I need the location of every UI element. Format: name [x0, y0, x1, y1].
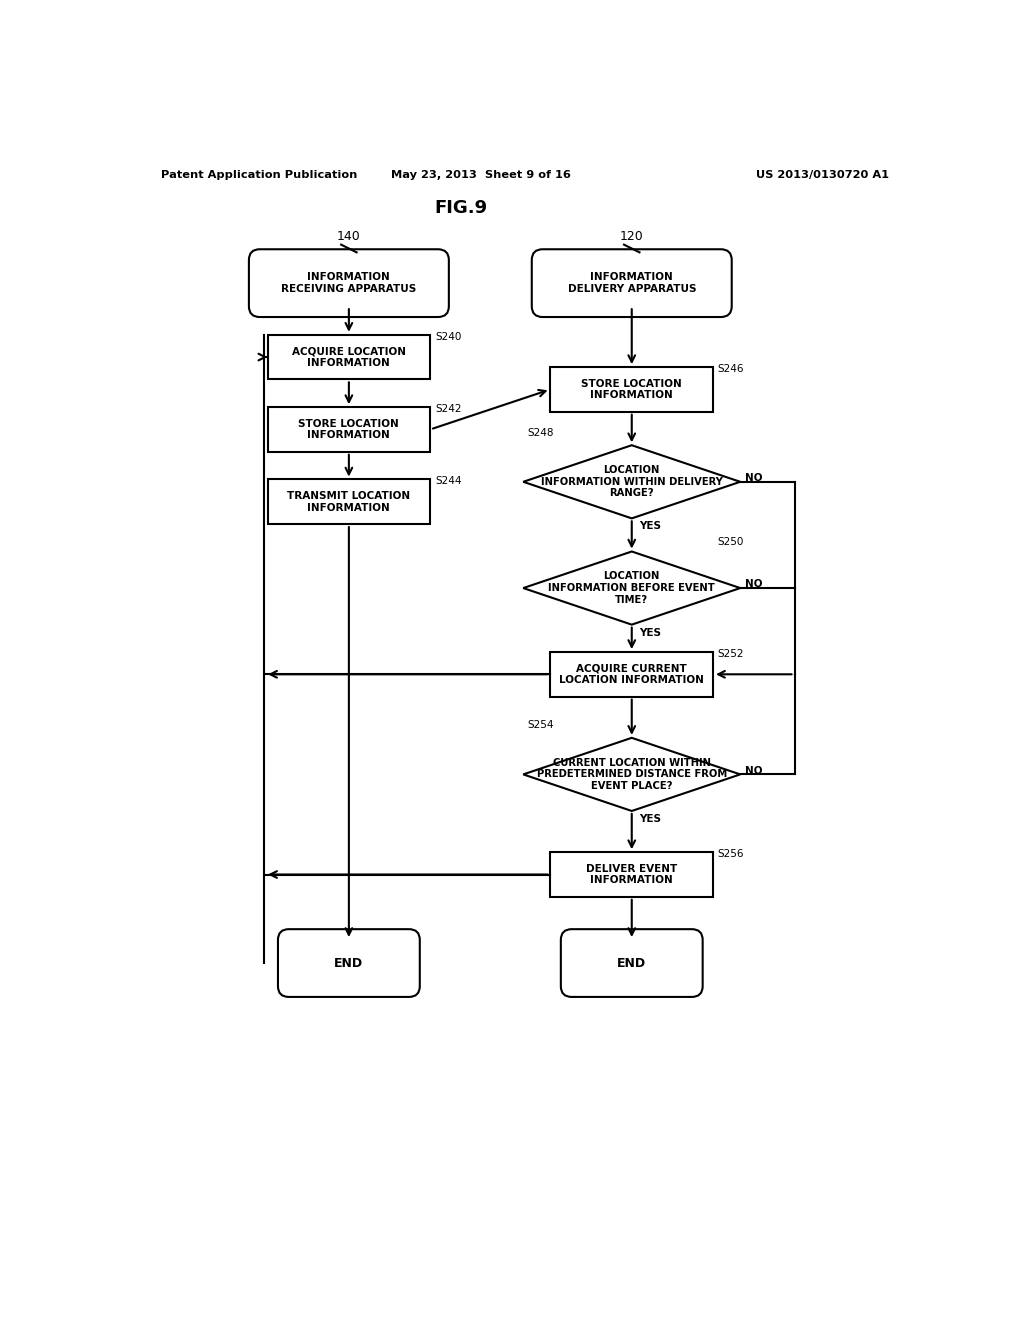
Text: NO: NO	[744, 473, 763, 483]
Text: YES: YES	[640, 814, 662, 824]
Bar	[550, 853, 713, 896]
Text: ACQUIRE LOCATION
INFORMATION: ACQUIRE LOCATION INFORMATION	[292, 346, 406, 368]
FancyBboxPatch shape	[278, 929, 420, 997]
Text: CURRENT LOCATION WITHIN
PREDETERMINED DISTANCE FROM
EVENT PLACE?: CURRENT LOCATION WITHIN PREDETERMINED DI…	[537, 758, 727, 791]
Text: YES: YES	[640, 521, 662, 532]
Text: NO: NO	[744, 766, 763, 776]
FancyBboxPatch shape	[249, 249, 449, 317]
Text: S248: S248	[527, 428, 554, 437]
Bar	[550, 367, 713, 412]
Text: DELIVER EVENT
INFORMATION: DELIVER EVENT INFORMATION	[586, 863, 677, 886]
Text: S252: S252	[718, 649, 744, 659]
Bar	[267, 479, 430, 524]
Text: 120: 120	[620, 230, 644, 243]
Polygon shape	[523, 445, 740, 519]
Text: S240: S240	[435, 331, 461, 342]
Text: S250: S250	[718, 537, 744, 546]
Text: Patent Application Publication: Patent Application Publication	[161, 170, 357, 180]
Text: 140: 140	[337, 230, 360, 243]
Polygon shape	[523, 552, 740, 624]
Text: S256: S256	[718, 849, 744, 859]
Bar	[550, 652, 713, 697]
Text: S246: S246	[718, 364, 744, 374]
Text: ACQUIRE CURRENT
LOCATION INFORMATION: ACQUIRE CURRENT LOCATION INFORMATION	[559, 664, 705, 685]
Text: S254: S254	[527, 721, 554, 730]
Text: END: END	[334, 957, 364, 970]
FancyBboxPatch shape	[531, 249, 732, 317]
Text: S244: S244	[435, 477, 462, 486]
Text: YES: YES	[640, 628, 662, 638]
Text: LOCATION
INFORMATION BEFORE EVENT
TIME?: LOCATION INFORMATION BEFORE EVENT TIME?	[549, 572, 715, 605]
Text: NO: NO	[744, 579, 763, 589]
Text: US 2013/0130720 A1: US 2013/0130720 A1	[756, 170, 889, 180]
Text: TRANSMIT LOCATION
INFORMATION: TRANSMIT LOCATION INFORMATION	[288, 491, 411, 512]
Text: INFORMATION
RECEIVING APPARATUS: INFORMATION RECEIVING APPARATUS	[282, 272, 417, 294]
Text: INFORMATION
DELIVERY APPARATUS: INFORMATION DELIVERY APPARATUS	[567, 272, 696, 294]
Text: STORE LOCATION
INFORMATION: STORE LOCATION INFORMATION	[582, 379, 682, 400]
Text: END: END	[617, 957, 646, 970]
Bar	[267, 335, 430, 379]
Text: STORE LOCATION
INFORMATION: STORE LOCATION INFORMATION	[299, 418, 399, 441]
Bar	[267, 407, 430, 451]
Text: May 23, 2013  Sheet 9 of 16: May 23, 2013 Sheet 9 of 16	[391, 170, 570, 180]
Text: S242: S242	[435, 404, 462, 414]
FancyBboxPatch shape	[561, 929, 702, 997]
Text: FIG.9: FIG.9	[434, 199, 487, 218]
Text: LOCATION
INFORMATION WITHIN DELIVERY
RANGE?: LOCATION INFORMATION WITHIN DELIVERY RAN…	[541, 465, 723, 499]
Polygon shape	[523, 738, 740, 810]
